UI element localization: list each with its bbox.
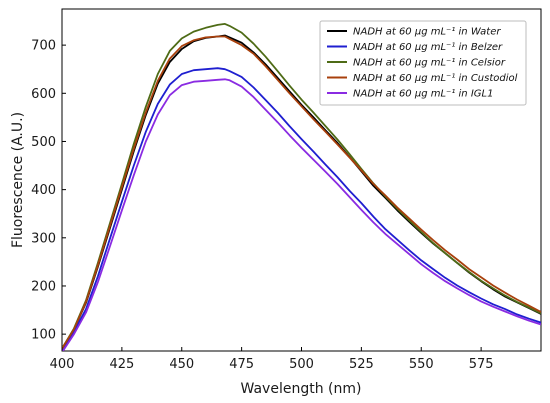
y-tick-label: 700 [31, 39, 56, 54]
legend-label: NADH at 60 μg mL⁻¹ in Water [353, 27, 501, 38]
legend: NADH at 60 μg mL⁻¹ in Water NADH at 60 μg… [319, 20, 527, 106]
y-tick-label: 600 [31, 87, 56, 102]
x-tick-label: 575 [469, 357, 494, 372]
legend-label: NADH at 60 μg mL⁻¹ in Belzer [353, 42, 503, 53]
ticks-group: 400 425 450 475 500 525 550 575 100 200 300 400 500 6… [31, 39, 493, 372]
x-axis-title: Wavelength (nm) [241, 381, 362, 397]
legend-label: NADH at 60 μg mL⁻¹ in Celsior [353, 58, 506, 69]
series-line-3 [62, 22, 541, 350]
legend-items: NADH at 60 μg mL⁻¹ in Water NADH at 60 μg… [327, 27, 518, 100]
series-group [62, 22, 541, 351]
y-tick-label: 300 [31, 231, 56, 246]
x-tick-label: 450 [169, 357, 194, 372]
y-tick-label: 500 [31, 135, 56, 150]
x-tick-label: 500 [289, 357, 314, 372]
y-axis-title: Fluorescence (A.U.) [10, 112, 26, 248]
x-tick-label: 425 [109, 357, 134, 372]
series-line-4 [62, 35, 541, 350]
x-tick-label: 400 [50, 357, 75, 372]
x-tick-label: 550 [409, 357, 434, 372]
y-tick-label: 200 [31, 279, 56, 294]
series-line-5 [62, 78, 541, 351]
legend-label: NADH at 60 μg mL⁻¹ in Custodiol [353, 73, 518, 84]
y-tick-label: 100 [31, 328, 56, 343]
series-line-2 [62, 67, 541, 351]
legend-label: NADH at 60 μg mL⁻¹ in IGL1 [353, 89, 493, 100]
x-tick-label: 525 [349, 357, 374, 372]
y-tick-label: 400 [31, 183, 56, 198]
legend-box [319, 20, 527, 106]
x-tick-label: 475 [229, 357, 254, 372]
